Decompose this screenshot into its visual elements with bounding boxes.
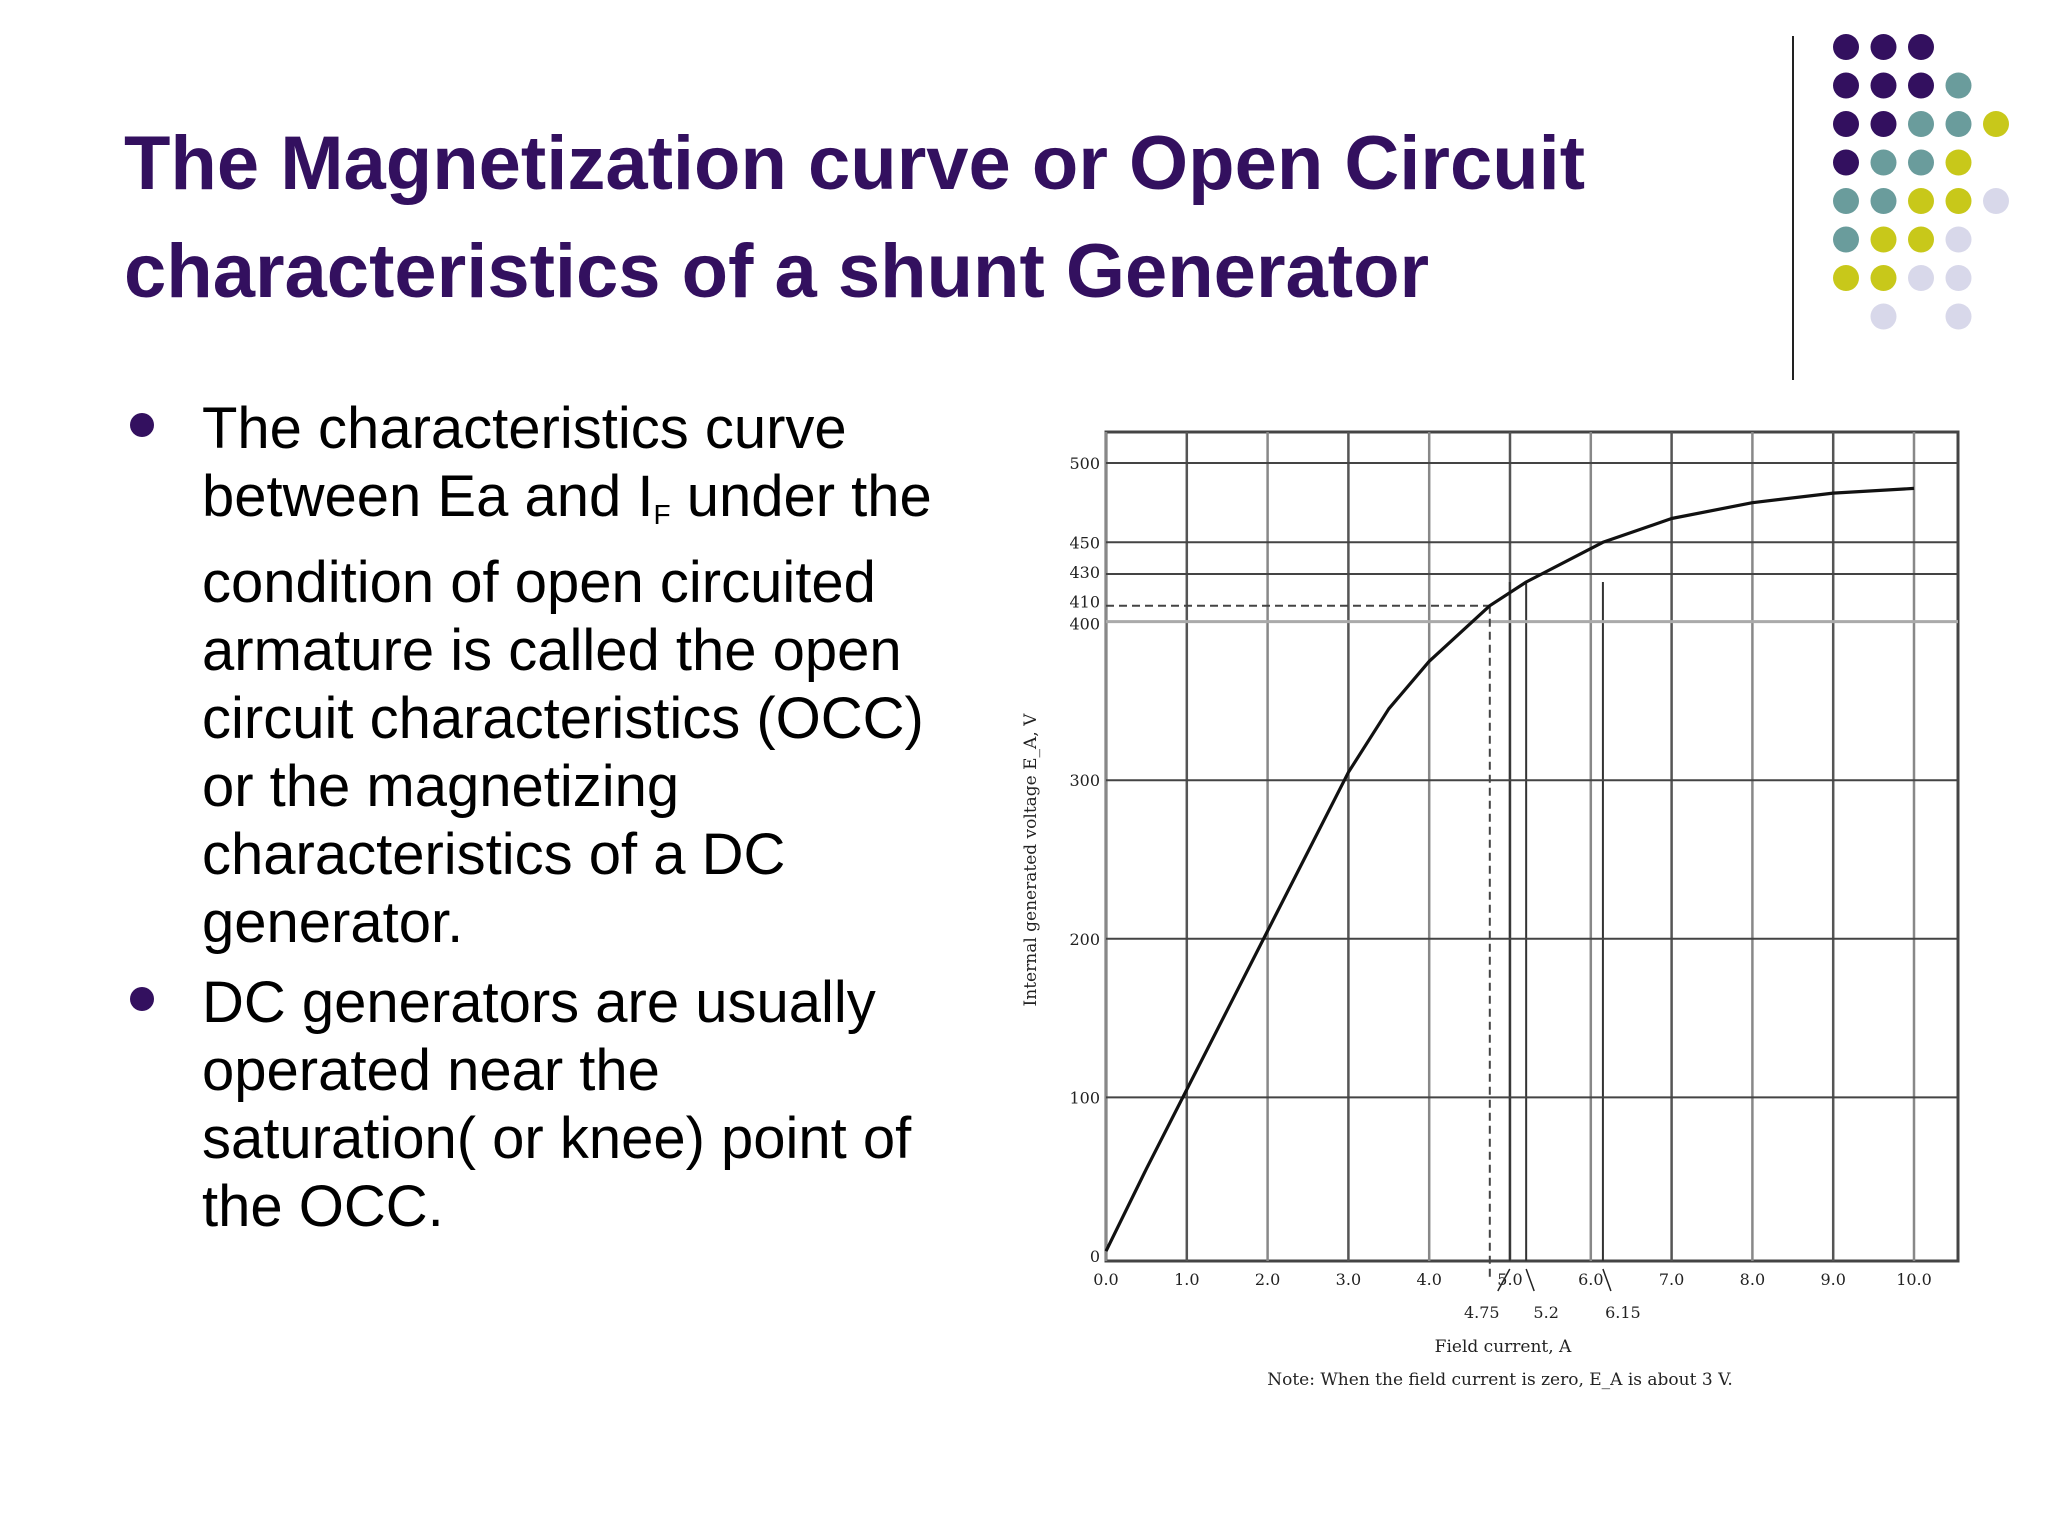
bullet-text-line: or the magnetizing bbox=[202, 754, 680, 819]
y-tick-label: 0 bbox=[1090, 1247, 1100, 1266]
decorative-dot bbox=[1833, 265, 1859, 291]
decorative-dot bbox=[1908, 265, 1934, 291]
title-line-2: characteristics of a shunt Generator bbox=[124, 229, 1430, 314]
x-tick-label: 0.0 bbox=[1093, 1270, 1118, 1289]
decorative-dot bbox=[1833, 72, 1859, 99]
magnetization-curve bbox=[1104, 486, 1915, 1252]
decorative-dot bbox=[1908, 226, 1934, 253]
decorative-dot bbox=[1945, 111, 1972, 137]
y-tick-label: 450 bbox=[1069, 533, 1100, 552]
y-tick-label: 500 bbox=[1069, 454, 1100, 473]
bullet-text-line: operated near the bbox=[202, 1038, 660, 1103]
x-annotation-label: 4.75 bbox=[1464, 1303, 1500, 1322]
bullet-text-line: the OCC. bbox=[202, 1174, 444, 1239]
y-tick-label: 300 bbox=[1069, 771, 1100, 790]
slide-title: The Magnetization curve or Open Circuit … bbox=[124, 110, 1724, 326]
x-tick-label: 9.0 bbox=[1820, 1270, 1845, 1289]
annotation-tick bbox=[1602, 1268, 1612, 1292]
bullet-dot-icon bbox=[130, 413, 154, 437]
x-annotation-label: 6.15 bbox=[1605, 1303, 1641, 1322]
x-tick-label: 1.0 bbox=[1174, 1270, 1199, 1289]
bullet-text-line: characteristics of a DC bbox=[202, 822, 786, 887]
bullet-text-line: DC generators are usually bbox=[202, 970, 876, 1035]
decorative-dot bbox=[1983, 188, 2009, 214]
decorative-dot bbox=[1945, 72, 1972, 99]
decorative-dot bbox=[1908, 188, 1934, 214]
y-tick-label: 100 bbox=[1069, 1088, 1100, 1107]
x-tick-label: 7.0 bbox=[1659, 1270, 1684, 1289]
bullet-list: The characteristics curve between Ea and… bbox=[124, 395, 1024, 1253]
decorative-dot bbox=[1833, 111, 1859, 137]
decorative-dot bbox=[1983, 111, 2009, 137]
annotation-tick bbox=[1497, 1268, 1511, 1292]
decorative-dot bbox=[1833, 34, 1859, 60]
decorative-dot-grid bbox=[1833, 34, 2009, 330]
bullet-text-line: generator. bbox=[202, 890, 464, 955]
bullet-text-fragment: under the bbox=[670, 464, 932, 529]
decorative-dot bbox=[1833, 149, 1859, 176]
bullet-text-line: condition of open circuited bbox=[202, 550, 876, 615]
decorative-dot bbox=[1870, 188, 1897, 214]
decorative-dot bbox=[1870, 34, 1897, 60]
decorative-dot bbox=[1945, 265, 1972, 291]
x-tick-label: 10.0 bbox=[1896, 1270, 1932, 1289]
bullet-text-line: armature is called the open bbox=[202, 618, 902, 683]
bullet-dot-icon bbox=[130, 987, 154, 1011]
bullet-text-line: between Ea and IF under the bbox=[202, 463, 1024, 549]
y-tick-label: 430 bbox=[1069, 563, 1100, 582]
decorative-dot bbox=[1870, 149, 1897, 176]
x-tick-label: 2.0 bbox=[1255, 1270, 1280, 1289]
subscript-f: F bbox=[653, 499, 671, 530]
y-tick-label: 410 bbox=[1069, 593, 1100, 612]
decorative-dot bbox=[1870, 72, 1897, 99]
decorative-dot bbox=[1870, 265, 1897, 291]
x-tick-label: 8.0 bbox=[1740, 1270, 1765, 1289]
bullet-text-line: saturation( or knee) point of bbox=[202, 1106, 912, 1171]
decorative-dot bbox=[1833, 188, 1859, 214]
chart-note: Note: When the field current is zero, E_… bbox=[1267, 1370, 1733, 1390]
title-divider bbox=[1792, 36, 1794, 380]
bullet-text-line: The characteristics curve bbox=[202, 396, 847, 461]
y-axis-label: Internal generated voltage E_A, V bbox=[1021, 713, 1041, 1007]
decorative-dot bbox=[1945, 303, 1972, 330]
x-axis-label: Field current, A bbox=[1435, 1337, 1572, 1357]
decorative-dot bbox=[1870, 226, 1897, 253]
bullet-text-line: circuit characteristics (OCC) bbox=[202, 686, 924, 751]
bullet-item: The characteristics curve between Ea and… bbox=[124, 395, 1024, 957]
decorative-dot bbox=[1908, 149, 1934, 176]
x-tick-label: 4.0 bbox=[1416, 1270, 1441, 1289]
decorative-dot bbox=[1945, 188, 1972, 214]
plot-area bbox=[1104, 430, 1960, 1263]
x-tick-label: 6.0 bbox=[1578, 1270, 1603, 1289]
y-tick-label: 200 bbox=[1069, 930, 1100, 949]
magnetization-chart: 0 100 200 300 400 410 430 450 500 0.0 1.0 2.0 3.0 4.0… bbox=[1000, 420, 2000, 1415]
decorative-dot bbox=[1945, 149, 1972, 176]
title-line-1: The Magnetization curve or Open Circuit bbox=[124, 121, 1586, 206]
annotation-tick bbox=[1525, 1268, 1535, 1292]
decorative-dot bbox=[1870, 111, 1897, 137]
x-tick-label: 3.0 bbox=[1336, 1270, 1361, 1289]
x-tick-label: 5.0 bbox=[1497, 1270, 1522, 1289]
decorative-dot bbox=[1908, 72, 1934, 99]
decorative-dot bbox=[1945, 226, 1972, 253]
y-tick-label: 400 bbox=[1069, 615, 1100, 634]
chart-svg: 0 100 200 300 400 410 430 450 500 0.0 1.0 2.0 3.0 4.0… bbox=[1021, 430, 1960, 1390]
decorative-dot bbox=[1908, 111, 1934, 137]
decorative-dot bbox=[1908, 34, 1934, 60]
decorative-dot bbox=[1833, 226, 1859, 253]
decorative-dot bbox=[1870, 303, 1897, 330]
bullet-text-fragment: between Ea and I bbox=[202, 464, 654, 529]
bullet-item: DC generators are usually operated near … bbox=[124, 969, 1024, 1241]
x-annotation-label: 5.2 bbox=[1533, 1303, 1558, 1322]
